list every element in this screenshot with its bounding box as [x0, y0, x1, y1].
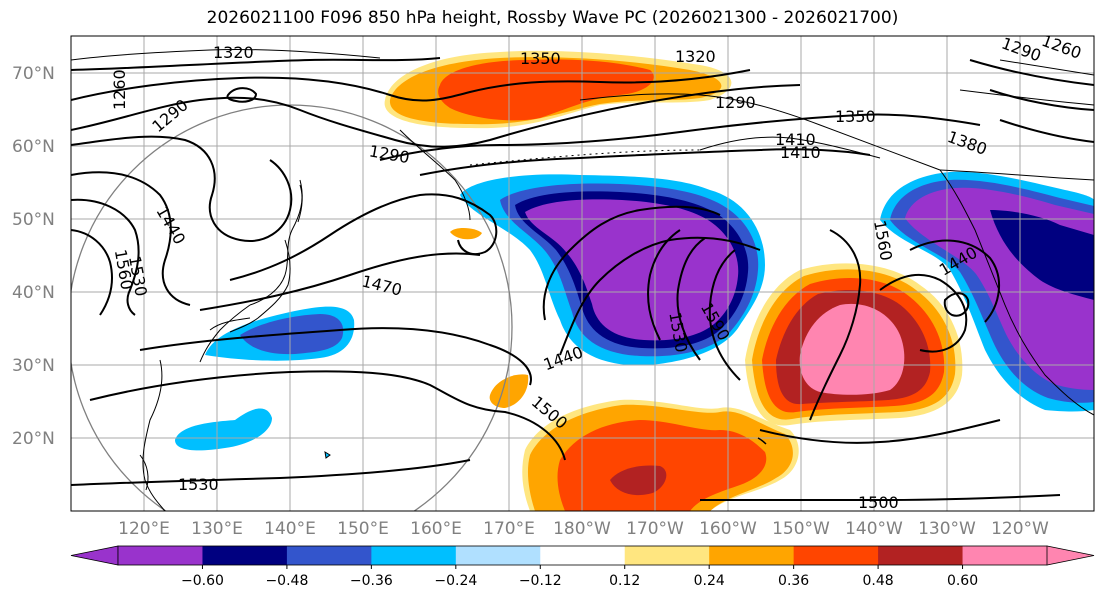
- colorbar-swatch: [540, 546, 626, 565]
- latitude-labels: 70°N 60°N 50°N 40°N 30°N 20°N: [12, 64, 55, 449]
- colorbar-border: [117, 545, 1048, 566]
- colorbar-extend-max: [1046, 545, 1095, 566]
- colorbar-tick-label: −0.48: [265, 573, 308, 589]
- contour-label: 1410: [780, 143, 821, 162]
- lon-label: 140°E: [264, 519, 316, 539]
- lat-label: 20°N: [12, 429, 55, 449]
- contour-label: 1500: [858, 493, 899, 512]
- contour-label: 1320: [675, 47, 716, 66]
- lon-label: 120°W: [991, 519, 1049, 539]
- lon-label: 170°W: [626, 519, 684, 539]
- colorbar: −0.60 −0.48 −0.36 −0.24 −0.12 0.12 0.24 0.36 0.4…: [70, 545, 1095, 589]
- contour-label: 1260: [110, 69, 129, 110]
- colorbar-ticks: −0.60 −0.48 −0.36 −0.24 −0.12 0.12 0.24 0.36 0.4…: [181, 565, 978, 589]
- lon-label: 150°E: [337, 519, 389, 539]
- lon-label: 170°E: [483, 519, 535, 539]
- colorbar-swatch: [371, 546, 457, 565]
- colorbar-swatch: [118, 546, 203, 565]
- region-circle: [71, 104, 513, 511]
- lon-label: 120°E: [118, 519, 170, 539]
- colorbar-swatch: [286, 546, 372, 565]
- map-title: 2026021100 F096 850 hPa height, Rossby W…: [206, 8, 899, 28]
- contour-label: 1410: [775, 130, 816, 149]
- lon-label: 160°E: [410, 519, 462, 539]
- contour-label: 1530: [178, 475, 219, 494]
- lon-label: 130°E: [191, 519, 243, 539]
- lon-label: 130°W: [918, 519, 976, 539]
- colorbar-swatch: [624, 546, 710, 565]
- colorbar-tick-label: 0.48: [863, 573, 894, 589]
- lat-label: 70°N: [12, 64, 55, 84]
- lon-label: 140°W: [845, 519, 903, 539]
- colorbar-swatch: [962, 546, 1048, 565]
- height-contours: [71, 57, 1094, 502]
- lat-label: 60°N: [12, 137, 55, 157]
- colorbar-tick-label: −0.24: [434, 573, 477, 589]
- anomaly-subtropic-positive: [489, 374, 799, 511]
- colorbar-swatch: [878, 546, 964, 565]
- contour-label: 1320: [213, 43, 254, 62]
- longitude-labels: 120°E 130°E 140°E 150°E 160°E 170°E 180°…: [118, 519, 1049, 539]
- contour-label: 1290: [715, 93, 756, 112]
- anomaly-north-positive: [384, 50, 732, 240]
- colorbar-tick-label: −0.36: [350, 573, 393, 589]
- colorbar-tick-label: −0.60: [181, 573, 224, 589]
- colorbar-tick-label: 0.36: [778, 573, 809, 589]
- colorbar-tick-label: 0.12: [609, 573, 640, 589]
- lat-label: 30°N: [12, 356, 55, 376]
- colorbar-swatch: [793, 546, 879, 565]
- colorbar-tick-label: 0.24: [694, 573, 725, 589]
- lon-label: 160°W: [699, 519, 757, 539]
- colorbar-tick-label: 0.60: [947, 573, 978, 589]
- contour-label: 1350: [520, 49, 561, 68]
- colorbar-tick-label: −0.12: [519, 573, 562, 589]
- coastlines: [71, 48, 1094, 511]
- lon-label: 150°W: [772, 519, 830, 539]
- colorbar-swatch: [455, 546, 541, 565]
- colorbar-swatches: [70, 545, 1095, 566]
- lon-label: 180°W: [553, 519, 611, 539]
- anomaly-northeast-positive: [745, 263, 963, 426]
- map-frame: [70, 35, 1095, 512]
- colorbar-swatch: [202, 546, 288, 565]
- colorbar-extend-min: [70, 545, 119, 566]
- colorbar-swatch: [709, 546, 795, 565]
- anomaly-central-negative: [460, 174, 765, 366]
- contour-label: 1350: [835, 107, 876, 126]
- lat-label: 50°N: [12, 210, 55, 230]
- lat-label: 40°N: [12, 283, 55, 303]
